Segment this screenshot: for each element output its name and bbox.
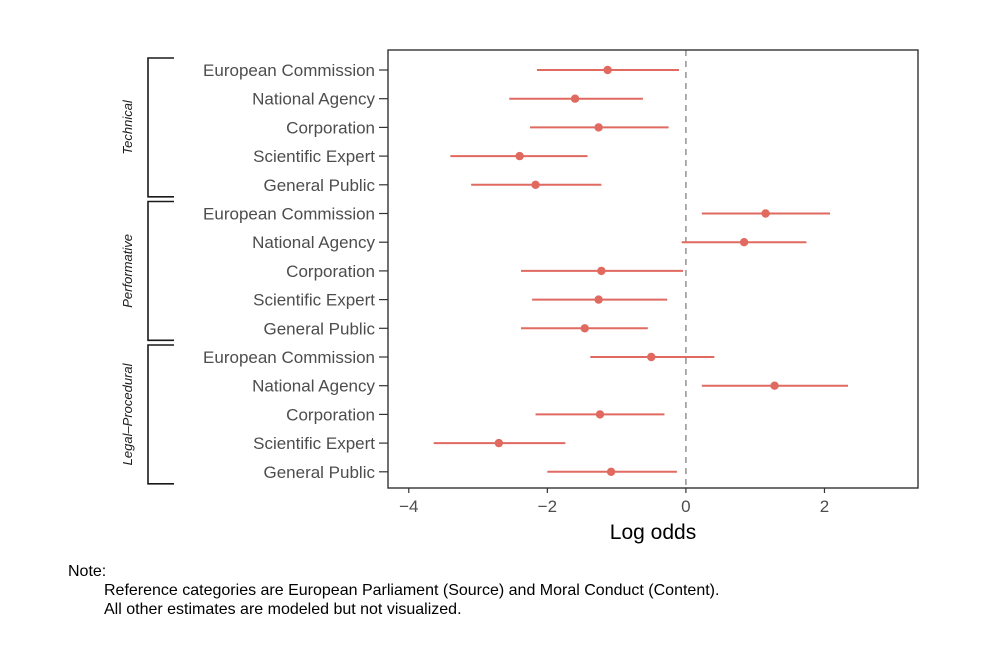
note-line-2: All other estimates are modeled but not …: [104, 601, 462, 618]
category-label: European Commission: [203, 61, 375, 80]
category-label: Scientific Expert: [253, 291, 375, 310]
category-label: Scientific Expert: [253, 434, 375, 453]
group-brackets: Technical Performative Legal–Procedural: [120, 57, 174, 485]
x-tick-label: 2: [820, 497, 829, 516]
estimate-point: [597, 266, 606, 276]
coefficient-chart: Technical Performative Legal–Procedural Eu…: [120, 49, 919, 544]
x-tick-label: 0: [681, 497, 690, 516]
category-label: General Public: [263, 176, 375, 195]
category-label: General Public: [263, 463, 375, 482]
estimate-point: [603, 65, 612, 75]
estimate-point: [647, 352, 656, 362]
estimate-point: [761, 209, 770, 218]
note-block: Note: Reference categories are European …: [68, 562, 719, 619]
group-label: Performative: [120, 234, 135, 308]
category-label: National Agency: [252, 233, 375, 252]
note-line-1: Reference categories are European Parlia…: [104, 582, 720, 599]
estimate-point: [580, 324, 589, 333]
category-label: Corporation: [286, 262, 375, 281]
estimate-point: [594, 295, 603, 304]
x-axis-title: Log odds: [610, 521, 696, 544]
category-label: Scientific Expert: [253, 147, 375, 166]
estimate-point: [594, 123, 603, 132]
estimate-point: [515, 151, 524, 161]
group-label: Technical: [120, 99, 135, 155]
estimate-point: [739, 238, 749, 247]
category-label: Corporation: [286, 118, 375, 137]
x-tick-label: −2: [538, 497, 557, 516]
estimate-point: [770, 381, 779, 390]
estimate-point: [570, 94, 580, 103]
group-bracket: [147, 200, 174, 342]
plot-frame: [387, 49, 919, 489]
group-bracket: [147, 57, 174, 198]
x-tick-label: −4: [399, 497, 418, 516]
category-label: European Commission: [203, 205, 375, 224]
group-bracket: [147, 344, 174, 485]
category-label: European Commission: [203, 348, 375, 367]
category-label: General Public: [263, 319, 375, 338]
estimate-point: [595, 410, 605, 419]
estimate-point: [531, 180, 540, 189]
group-label: Legal–Procedural: [120, 362, 135, 465]
category-label: National Agency: [252, 90, 375, 109]
estimate-point: [606, 467, 616, 476]
category-label: National Agency: [252, 377, 375, 396]
x-axis: −4 −2 0 2: [399, 488, 829, 516]
estimate-point: [494, 438, 504, 448]
note-heading: Note:: [68, 563, 107, 580]
category-labels: European Commission National Agency Corpor…: [203, 61, 388, 482]
category-label: Corporation: [286, 405, 375, 424]
plot-area: [387, 49, 919, 489]
